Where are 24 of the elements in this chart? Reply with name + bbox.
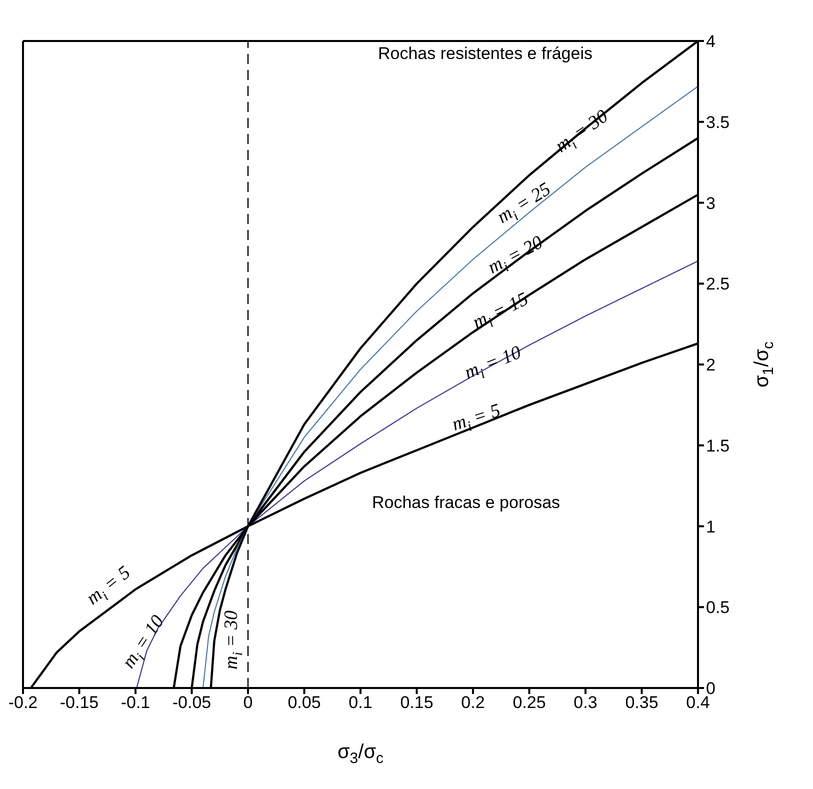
x-tick-label: 0.2	[461, 693, 485, 712]
x-tick-label: -0.1	[120, 693, 150, 712]
x-tick-label: -0.15	[60, 693, 99, 712]
annotation: Rochas resistentes e frágeis	[378, 44, 592, 63]
x-tick-label: 0.4	[686, 693, 710, 712]
y-tick-label: 1	[706, 517, 716, 536]
x-tick-label: 0.25	[512, 693, 546, 712]
y-tick-label: 1.5	[706, 436, 730, 456]
y-tick-label: 2	[706, 356, 716, 375]
x-tick-label: 0.1	[348, 693, 372, 712]
x-tick-label: 0.05	[288, 693, 321, 712]
y-tick-label: 3.5	[706, 112, 730, 132]
x-tick-label: -0.05	[172, 693, 212, 712]
x-axis-title: σ$_{3}$/σ$_{c}$	[337, 741, 384, 767]
x-tick-label: 0.15	[400, 693, 434, 712]
x-tick-label: -0.2	[8, 693, 38, 712]
y-tick-label: 2.5	[706, 274, 730, 294]
y-tick-label: 3	[706, 194, 716, 213]
x-tick-label: 0.35	[625, 693, 658, 712]
x-tick-label: 0.3	[574, 693, 598, 712]
y-tick-label: 0.5	[706, 598, 730, 618]
x-tick-label: 0	[243, 693, 253, 712]
y-tick-label: 4	[706, 32, 716, 52]
annotation: Rochas fracas e porosas	[372, 493, 560, 512]
